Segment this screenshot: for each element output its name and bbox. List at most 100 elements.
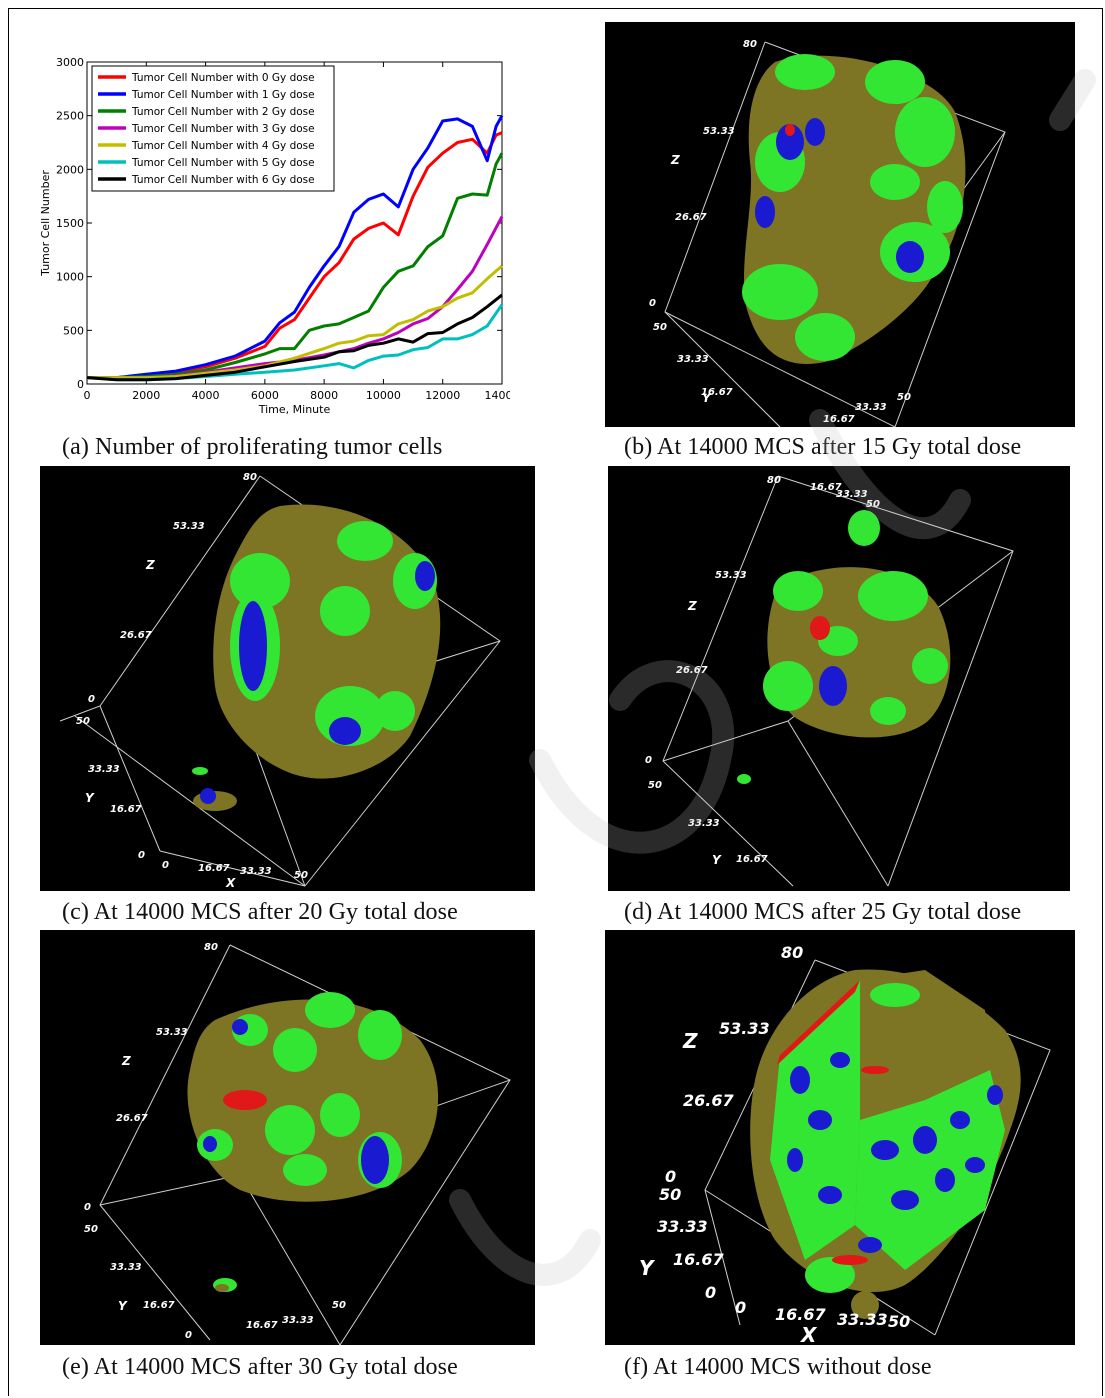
z-tick-53: 53.33 [173, 521, 205, 532]
y-axis-label: Tumor Cell Number [39, 170, 52, 277]
y-tick-16: 16.67 [673, 1250, 724, 1269]
render-panel-e: 80 53.33 Z 26.67 0 50 33.33 Y 16.67 0 16… [40, 930, 535, 1345]
tumor-mass [750, 969, 1021, 1319]
z-label: Z [145, 558, 155, 572]
z-tick-80: 80 [204, 942, 218, 953]
legend-entry: Tumor Cell Number with 2 Gy dose [131, 106, 315, 118]
y-label: Y [639, 1256, 656, 1280]
z-tick-53: 53.33 [715, 570, 747, 581]
legend-box [91, 65, 335, 192]
y-tick-50: 50 [653, 322, 667, 333]
x-tick-33: 33.33 [855, 402, 887, 413]
render-e-svg: 80 53.33 Z 26.67 0 50 33.33 Y 16.67 0 16… [84, 942, 511, 1345]
y-tick-label: 3000 [56, 56, 84, 69]
y-tick-label: 500 [63, 324, 84, 337]
x-tick-16: 16.67 [198, 863, 230, 874]
x-tick-label: 14000 [485, 389, 511, 402]
y-tick-50: 50 [84, 1224, 98, 1235]
z-tick-26: 26.67 [675, 212, 707, 223]
y-tick-0: 0 [185, 1330, 192, 1341]
tumor-cell-number-chart: 0 2000 4000 6000 8000 10000 12000 14000 0 500 1000… [30, 50, 510, 420]
render-panel-d: 80 53.33 Z 26.67 0 50 33.33 Y 16.67 16.6… [608, 466, 1070, 891]
render-f-svg: 80 53.33 Z 26.67 0 50 33.33 Y 16.67 0 0 … [639, 943, 1051, 1345]
z-tick-53: 53.33 [156, 1027, 188, 1038]
z-tick-26: 26.67 [116, 1113, 148, 1124]
series-line-0 [87, 131, 503, 380]
series-line-6 [86, 293, 503, 382]
x-tick-label: 10000 [366, 389, 401, 402]
x-tick-33: 33.33 [837, 1310, 888, 1329]
y-tick-label: 2000 [56, 163, 84, 176]
z-tick-80: 80 [243, 472, 257, 483]
x-tick-0: 0 [162, 860, 169, 871]
x-tick-label: 4000 [192, 389, 220, 402]
y-label: Y [712, 853, 722, 867]
legend-entry: Tumor Cell Number with 4 Gy dose [131, 140, 315, 152]
series-line-2 [87, 152, 504, 380]
x-tick-50: 50 [294, 870, 308, 881]
x-tick-33: 33.33 [836, 489, 868, 500]
tumor-mass [192, 504, 441, 811]
legend-entry: Tumor Cell Number with 5 Gy dose [131, 157, 315, 169]
y-tick-label: 1000 [56, 271, 84, 284]
x-tick-50: 50 [888, 1312, 910, 1331]
y-tick-16: 16.67 [736, 854, 768, 865]
z-tick-53: 53.33 [719, 1019, 770, 1038]
tumor-mass [737, 510, 951, 784]
x-tick-label: 0 [84, 389, 91, 402]
z-tick-26: 26.67 [676, 665, 708, 676]
figure-frame [8, 8, 1103, 1396]
y-tick-33: 33.33 [688, 818, 720, 829]
y-tick-label: 0 [77, 378, 84, 391]
z-tick-0: 0 [88, 694, 95, 705]
y-label: Y [702, 391, 712, 405]
caption-b: (b) At 14000 MCS after 15 Gy total dose [624, 434, 1022, 460]
render-d-svg: 80 53.33 Z 26.67 0 50 33.33 Y 16.67 16.6… [645, 475, 1014, 887]
z-label: Z [682, 1029, 698, 1053]
render-panel-b: 80 53.33 Z 26.67 0 50 33.33 16.67 Y 16.6… [605, 22, 1075, 427]
chart-svg: 0 2000 4000 6000 8000 10000 12000 14000 0 500 1000… [39, 56, 511, 416]
legend-entry: Tumor Cell Number with 1 Gy dose [131, 89, 315, 101]
caption-e: (e) At 14000 MCS after 30 Gy total dose [62, 1354, 458, 1380]
z-tick-0: 0 [665, 1167, 676, 1186]
z-label: Z [687, 599, 697, 613]
y-tick-50: 50 [76, 716, 90, 727]
x-tick-label: 2000 [132, 389, 160, 402]
x-label: X [799, 1323, 818, 1345]
x-tick-50: 50 [332, 1300, 346, 1311]
y-tick-50: 50 [648, 780, 662, 791]
render-panel-c: 80 53.33 Z 26.67 0 50 33.33 Y 16.67 0 0 … [40, 466, 535, 891]
tumor-mass [742, 54, 966, 364]
z-label: Z [670, 153, 680, 167]
x-tick-16: 16.67 [775, 1305, 826, 1324]
y-tick-16: 16.67 [701, 387, 733, 398]
x-tick-33: 33.33 [282, 1315, 314, 1326]
caption-d: (d) At 14000 MCS after 25 Gy total dose [624, 899, 1022, 925]
legend-entry: Tumor Cell Number with 6 Gy dose [131, 174, 315, 186]
y-tick-16: 16.67 [110, 804, 142, 815]
legend-entry: Tumor Cell Number with 3 Gy dose [131, 123, 315, 135]
z-tick-26: 26.67 [120, 630, 152, 641]
y-tick-33: 33.33 [110, 1262, 142, 1273]
z-tick-53: 53.33 [703, 126, 735, 137]
z-tick-0: 0 [649, 298, 656, 309]
y-tick-50: 50 [659, 1185, 681, 1204]
y-tick-33: 33.33 [88, 764, 120, 775]
tumor-mass [187, 992, 439, 1292]
z-tick-0: 0 [645, 755, 652, 766]
z-tick-0: 0 [84, 1202, 91, 1213]
legend-entry: Tumor Cell Number with 0 Gy dose [131, 72, 315, 84]
y-tick-16: 16.67 [143, 1300, 175, 1311]
z-tick-80: 80 [743, 39, 757, 50]
y-tick-33: 33.33 [657, 1217, 708, 1236]
x-tick-label: 12000 [425, 389, 460, 402]
series-line-1 [87, 114, 504, 380]
caption-a: (a) Number of proliferating tumor cells [62, 434, 443, 460]
caption-c: (c) At 14000 MCS after 20 Gy total dose [62, 899, 458, 925]
x-tick-50: 50 [866, 499, 880, 510]
render-panel-f: 80 53.33 Z 26.67 0 50 33.33 Y 16.67 0 0 … [605, 930, 1075, 1345]
x-tick-16: 16.67 [246, 1320, 278, 1331]
y-tick-33: 33.33 [677, 354, 709, 365]
x-tick-16: 16.67 [823, 414, 855, 425]
y-tick-label: 1500 [56, 217, 84, 230]
